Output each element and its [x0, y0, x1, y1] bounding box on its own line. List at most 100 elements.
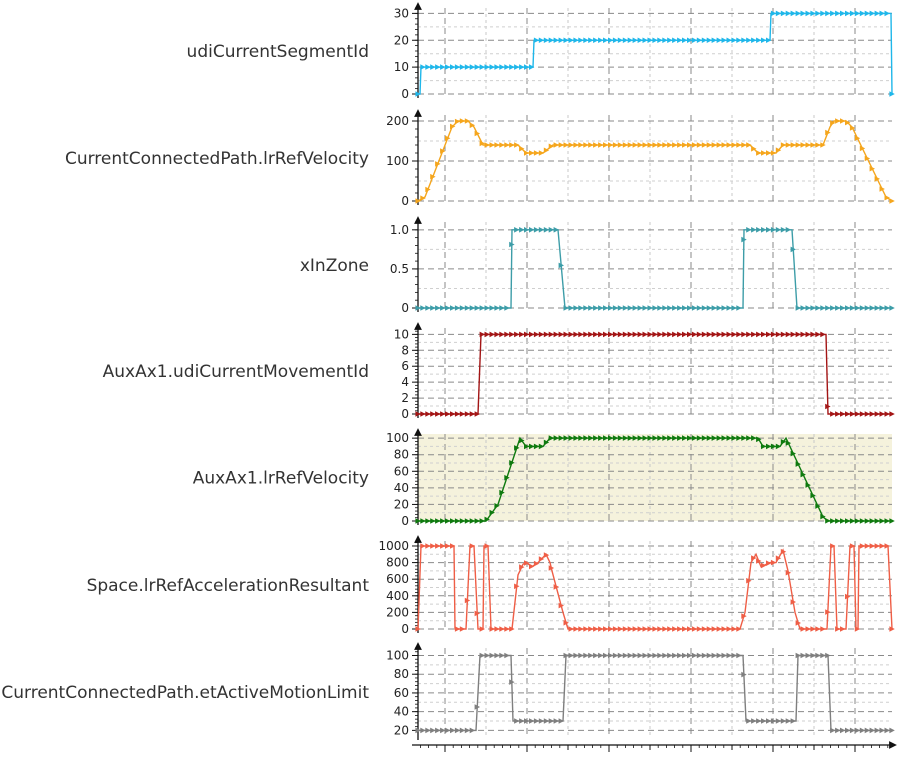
sample-marker	[642, 37, 648, 43]
sample-marker	[815, 652, 821, 659]
sample-marker	[588, 142, 594, 148]
signal-label-auxax1-udicurrentmovementid: AuxAx1.udiCurrentMovementId	[103, 362, 369, 382]
sample-marker	[879, 305, 885, 311]
sample-marker	[563, 652, 569, 659]
y-tick-label: 0	[401, 407, 409, 421]
panel-xinzone: 0 0.5 1.0 xInZone	[300, 216, 895, 315]
sample-marker	[533, 37, 540, 43]
sample-marker	[425, 543, 431, 549]
sample-marker	[484, 142, 490, 148]
sample-marker	[721, 142, 727, 148]
signal-label-auxax1-lrrefvelocity: AuxAx1.lrRefVelocity	[193, 469, 369, 489]
sample-marker	[726, 435, 732, 441]
sample-marker	[479, 652, 485, 659]
sample-marker	[682, 142, 688, 148]
sample-marker	[593, 37, 599, 43]
sample-marker	[420, 518, 426, 524]
y-tick-label: 0	[401, 622, 409, 636]
sample-marker	[874, 411, 880, 417]
y-tick-label: 0.5	[390, 262, 409, 276]
sample-marker	[509, 64, 515, 70]
sample-marker	[696, 652, 703, 659]
sample-marker	[494, 503, 500, 509]
sample-marker	[548, 718, 555, 724]
sample-marker	[622, 626, 629, 632]
y-tick-label: 0	[401, 87, 409, 101]
sample-marker	[563, 142, 569, 148]
sample-marker	[632, 652, 638, 659]
sample-marker	[889, 411, 895, 417]
sample-marker	[514, 718, 520, 724]
sample-marker	[440, 518, 446, 524]
sample-marker	[415, 91, 421, 97]
y-tick-label: 80	[394, 667, 409, 681]
sample-marker	[736, 652, 742, 659]
sample-marker	[815, 331, 821, 338]
sample-marker	[425, 727, 431, 734]
sample-marker	[736, 331, 742, 338]
sample-marker	[756, 150, 762, 156]
sample-marker	[647, 435, 653, 441]
sample-marker	[519, 331, 525, 338]
sample-marker	[469, 305, 476, 311]
sample-marker	[874, 543, 880, 549]
sample-marker	[489, 331, 495, 338]
sample-marker	[464, 305, 471, 311]
sample-marker	[608, 37, 614, 43]
sample-marker	[677, 331, 683, 338]
sample-marker	[598, 305, 604, 311]
sample-marker	[445, 64, 451, 70]
sample-marker	[647, 142, 653, 148]
sample-marker	[652, 305, 658, 311]
sample-marker	[445, 727, 451, 734]
sample-marker	[598, 626, 604, 632]
sample-marker	[869, 411, 875, 417]
series-markers-space-lrrefaccelerationresultant	[415, 543, 895, 632]
sample-marker	[612, 305, 619, 311]
sample-marker	[820, 513, 826, 520]
sample-marker	[415, 626, 421, 632]
sample-marker	[608, 652, 614, 659]
sample-marker	[756, 718, 762, 724]
sample-marker	[741, 671, 747, 678]
sample-marker	[662, 37, 668, 43]
sample-marker	[450, 64, 456, 70]
panel-space-lrrefaccelerationresultant: 0 200 400 600 800 1000 Space.lrRefAcceleration…	[87, 535, 895, 636]
sample-marker	[454, 411, 461, 417]
sample-marker	[524, 331, 530, 338]
sample-marker	[879, 411, 885, 417]
sample-marker	[652, 37, 658, 43]
sample-marker	[775, 555, 782, 561]
sample-marker	[499, 305, 505, 311]
sample-marker	[524, 227, 530, 233]
sample-marker	[622, 435, 629, 441]
sample-marker	[761, 37, 767, 43]
sample-marker	[509, 241, 515, 248]
sample-marker	[711, 331, 717, 338]
sample-marker	[810, 142, 816, 148]
sample-marker	[499, 489, 505, 496]
sample-marker	[716, 305, 722, 311]
sample-marker	[573, 142, 579, 148]
sample-marker	[612, 626, 619, 632]
sample-marker	[647, 331, 653, 338]
sample-marker	[588, 305, 594, 311]
sample-marker	[815, 626, 821, 632]
sample-marker	[879, 518, 885, 524]
sample-marker	[504, 64, 510, 70]
sample-marker	[790, 718, 796, 724]
sample-marker	[504, 652, 510, 659]
sample-marker	[598, 37, 604, 43]
sample-marker	[840, 518, 846, 524]
sample-marker	[835, 305, 841, 311]
y-tick-label: 60	[394, 464, 409, 478]
sample-marker	[514, 583, 520, 590]
sample-marker	[741, 435, 747, 441]
sample-marker	[874, 10, 880, 17]
sample-marker	[805, 482, 811, 488]
sample-marker	[726, 626, 732, 632]
sample-marker	[514, 445, 520, 451]
sample-marker	[721, 652, 727, 659]
sample-marker	[603, 37, 609, 43]
